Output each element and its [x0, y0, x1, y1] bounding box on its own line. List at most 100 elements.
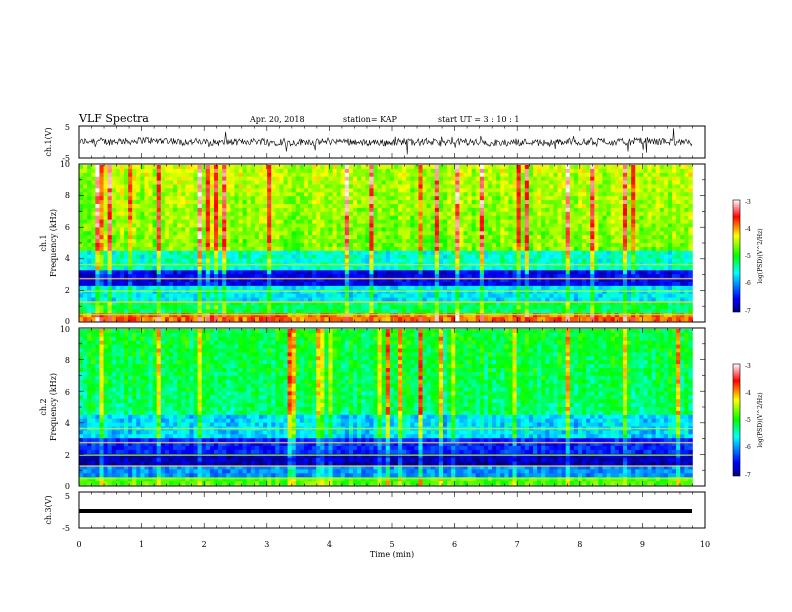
spec1-cell — [308, 258, 313, 263]
spec1-cell — [541, 192, 546, 197]
spec1-cell — [398, 184, 403, 189]
spec1-cell — [218, 188, 223, 193]
spec1-cell — [684, 235, 689, 240]
spec1-cell — [287, 219, 292, 224]
spec1-cell — [483, 250, 489, 255]
spec1-cell — [663, 239, 669, 244]
spec1-cell — [398, 211, 403, 216]
spec1-cell — [115, 239, 121, 244]
spec1-cell — [99, 184, 104, 189]
spec1-cell — [156, 200, 162, 205]
spec1-cell — [181, 215, 186, 220]
spec1-cell — [344, 246, 350, 252]
spec1-cell — [246, 239, 252, 244]
spec1-cell — [87, 207, 92, 213]
spec1-cell — [635, 246, 640, 252]
spec1-cell — [434, 196, 440, 201]
spec1-cell — [185, 278, 190, 283]
spec1-cell — [594, 172, 599, 177]
spec1-cell — [483, 196, 489, 201]
spec1-cell — [410, 168, 415, 174]
spec1-cell — [152, 235, 158, 240]
spec1-cell — [622, 278, 628, 283]
spec1-cell — [512, 278, 517, 283]
spec1-cell — [263, 215, 268, 220]
spec1-cell — [222, 254, 227, 259]
spec1-cell — [406, 200, 411, 205]
spec1-cell — [389, 285, 395, 291]
spec1-cell — [173, 243, 178, 248]
spec1-cell — [332, 274, 337, 279]
spec1-cell — [111, 270, 117, 275]
spec1-cell — [250, 235, 256, 240]
spec1-cell — [283, 192, 288, 197]
spec1-cell — [177, 200, 182, 205]
spec1-cell — [369, 168, 374, 174]
spec1-cell — [479, 285, 485, 291]
spec1-cell — [500, 250, 505, 255]
spec1-cell — [79, 165, 84, 170]
spec1-cell — [246, 207, 252, 213]
spec1-cell — [357, 223, 362, 228]
spec1-cell — [316, 258, 321, 263]
spec1-cell — [398, 192, 403, 197]
spec1-cell — [320, 204, 325, 209]
spec1-cell — [291, 168, 297, 174]
spec1-cell — [549, 250, 554, 255]
spec1-cell — [393, 231, 399, 236]
spec1-cell — [594, 200, 599, 205]
spec1-cell — [520, 165, 526, 170]
spec1-cell — [99, 270, 104, 275]
spec1-cell — [140, 227, 145, 232]
spec1-cell — [569, 254, 575, 259]
spec1-cell — [140, 192, 145, 197]
spec1-cell — [402, 235, 407, 240]
spec1-cell — [676, 207, 681, 213]
spec1-cell — [197, 278, 202, 283]
spec1-cell — [185, 165, 190, 170]
spec1-cell — [672, 180, 677, 185]
spec1-cell — [467, 246, 472, 252]
spec1-cell — [438, 254, 444, 259]
spec1-cell — [635, 188, 640, 193]
spec1-cell — [614, 188, 620, 193]
spec1-cell — [389, 235, 395, 240]
spec1-cell — [377, 278, 382, 283]
spec1-cell — [684, 204, 689, 209]
spec1-cell — [283, 254, 288, 259]
spec1-cell — [459, 243, 464, 248]
spec1-cell — [107, 239, 113, 244]
spec1-cell — [553, 278, 558, 283]
spec1-cell — [443, 254, 448, 259]
spec1-cell — [459, 211, 464, 216]
spec1-cell — [95, 250, 100, 255]
spec1-cell — [99, 258, 104, 263]
spec1-cell — [586, 196, 591, 201]
spec1-cell — [348, 196, 354, 201]
spec1-cell — [381, 188, 387, 193]
spec1-cell — [545, 246, 550, 252]
spec1-cell — [205, 270, 211, 275]
spec1-cell — [258, 219, 264, 224]
spec1-cell — [107, 176, 113, 181]
spec1-cell — [283, 235, 288, 240]
spec1-cell — [308, 246, 313, 252]
spec1-cell — [87, 168, 92, 174]
spec1-cell — [279, 270, 284, 275]
spec1-cell — [340, 231, 346, 236]
spec1-cell — [316, 231, 321, 236]
spec1-cell — [299, 165, 305, 170]
spec1-cell — [115, 172, 121, 177]
spec1-cell — [422, 211, 427, 216]
spec1-cell — [324, 211, 329, 216]
spec1-cell — [369, 176, 374, 181]
spec1-cell — [475, 223, 481, 228]
spec1-cell — [295, 274, 301, 279]
spec1-cell — [389, 274, 395, 279]
spec1-cell — [643, 258, 648, 263]
spec1-cell — [283, 243, 288, 248]
spec1-cell — [168, 250, 174, 255]
spec1-cell — [471, 274, 477, 279]
spec1-cell — [336, 246, 342, 252]
spec1-cell — [610, 239, 616, 244]
